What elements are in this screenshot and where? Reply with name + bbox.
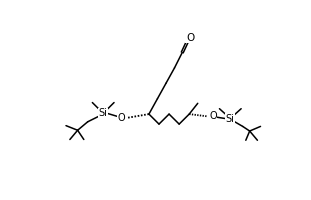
- Text: Si: Si: [99, 108, 108, 118]
- Text: Si: Si: [226, 114, 235, 124]
- Text: O: O: [117, 113, 125, 123]
- Text: O: O: [186, 33, 194, 43]
- Text: O: O: [209, 111, 217, 121]
